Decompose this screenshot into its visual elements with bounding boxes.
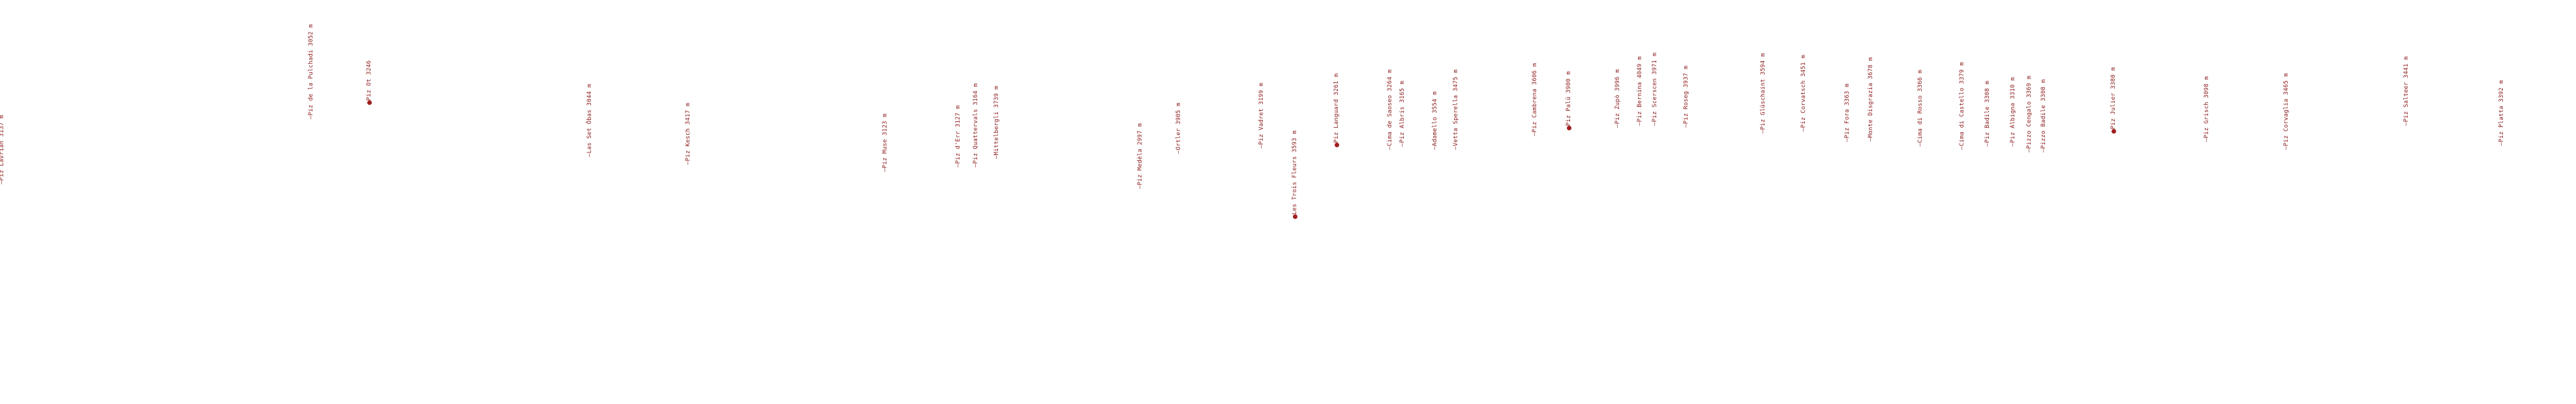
peak-label: —Piz Quattervals 3164 m (973, 83, 979, 167)
peak-label: —Piz Corvaglia 3465 m (2283, 73, 2290, 150)
peak-label: —Piz Scerscen 3971 m (1652, 52, 1658, 126)
peak-label: —Cima di Castello 3379 m (1959, 62, 1965, 150)
peak-label: —Piz Julier 3380 m (2110, 66, 2117, 133)
peak-label: —Piz Platta 3392 m (2498, 79, 2505, 146)
peak-label: —Piz Albigna 3310 m (2010, 77, 2016, 147)
peak-label: —Ortler 3905 m (1175, 102, 1182, 154)
peak-label: —Piz d'Err 3127 m (955, 105, 962, 167)
peak-label: —Piz Glüschaint 3594 m (1760, 53, 1766, 134)
peak-label: —Pizzo Cengalo 3369 m (2026, 76, 2033, 152)
peak-label: —Piz Bernina 4049 m (1637, 56, 1643, 126)
peak-label: —Piz de la Pulchadi 3052 m (308, 23, 314, 119)
peak-label: —Piz Palü 3900 m (1566, 71, 1572, 130)
peak-marker-dot (1292, 214, 1297, 219)
peak-label: —Vetta Sperella 3475 m (1453, 69, 1459, 150)
peak-label: —Piz Badile 3308 m (1984, 80, 1991, 147)
peak-label: —Piz Languard 3261 m (1333, 73, 1340, 147)
peak-label: —Piz Ot 3246 (366, 60, 372, 104)
peak-label: —Piz Lavrian 3137 m (0, 115, 5, 184)
peak-label: —Piz Vadret 3199 m (1258, 82, 1265, 149)
peak-label: —Piz Fora 3363 m (1844, 83, 1851, 142)
peak-label: —Pizzo Badile 3308 m (2040, 79, 2047, 152)
peak-label: —Piz Corvatsch 3451 m (1800, 55, 1807, 132)
peak-label: —Monte Disgrazia 3678 m (1868, 57, 1874, 141)
peak-marker-dot (367, 100, 372, 105)
peak-label: —Piz Salteer 3441 m (2403, 56, 2410, 126)
peak-label: —Las Set Ōbas 3044 m (586, 83, 593, 157)
peak-label: —Cima di Rosso 3366 m (1917, 70, 1924, 147)
peak-label: —Les Trois Fleurs 3593 m (1292, 130, 1298, 218)
peak-label: —Piz Zupò 3996 m (1614, 69, 1621, 128)
peak-label: —Mittelbergli 3739 m (993, 85, 1000, 159)
peak-marker-dot (2111, 128, 2116, 134)
peak-label: —Piz Albris 3165 m (1399, 80, 1406, 147)
peak-marker-dot (1566, 125, 1571, 130)
peak-marker-dot (1334, 142, 1339, 147)
peak-label: —Piz Cambrena 3606 m (1532, 63, 1538, 136)
peak-label: —Piz Kesch 3417 m (685, 102, 691, 165)
peak-label: —Piz Roseg 3937 m (1683, 65, 1690, 128)
peak-label: —Piz Medèla 2997 m (1137, 123, 1144, 189)
peak-label: —Adamello 3554 m (1432, 91, 1438, 150)
peak-label: —Piz Grisch 3098 m (2204, 76, 2210, 142)
peak-label: —Cima de Saoseo 3264 m (1387, 69, 1393, 150)
peak-label: —Piz Muse 3123 m (882, 113, 888, 172)
